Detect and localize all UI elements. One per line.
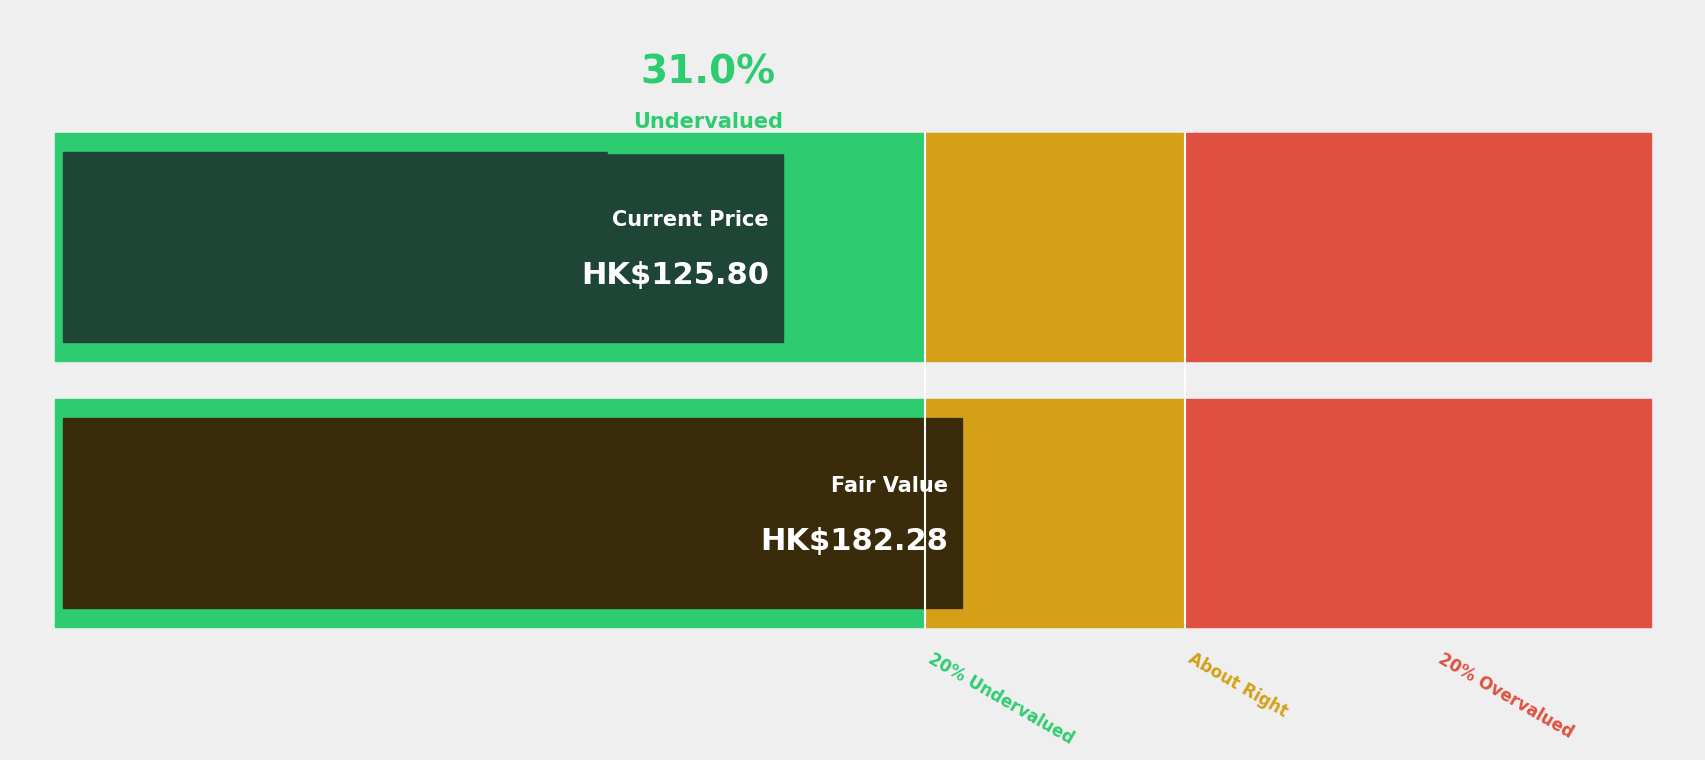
Text: HK$125.80: HK$125.80 [581,261,769,290]
Bar [63,418,962,608]
Text: 20% Overvalued: 20% Overvalued [1434,650,1575,742]
Bar [1185,133,1650,361]
Bar [1185,399,1650,627]
Bar [55,399,924,627]
Bar [63,152,783,342]
Text: Current Price: Current Price [612,211,769,230]
Text: 31.0%: 31.0% [639,53,776,91]
Text: About Right: About Right [1185,650,1291,721]
Bar [924,399,1185,627]
Text: Fair Value: Fair Value [830,477,948,496]
Text: Undervalued: Undervalued [633,112,783,131]
Bar [55,133,924,361]
Text: HK$182.28: HK$182.28 [760,527,948,556]
Text: 20% Undervalued: 20% Undervalued [924,650,1076,748]
Bar [924,133,1185,361]
